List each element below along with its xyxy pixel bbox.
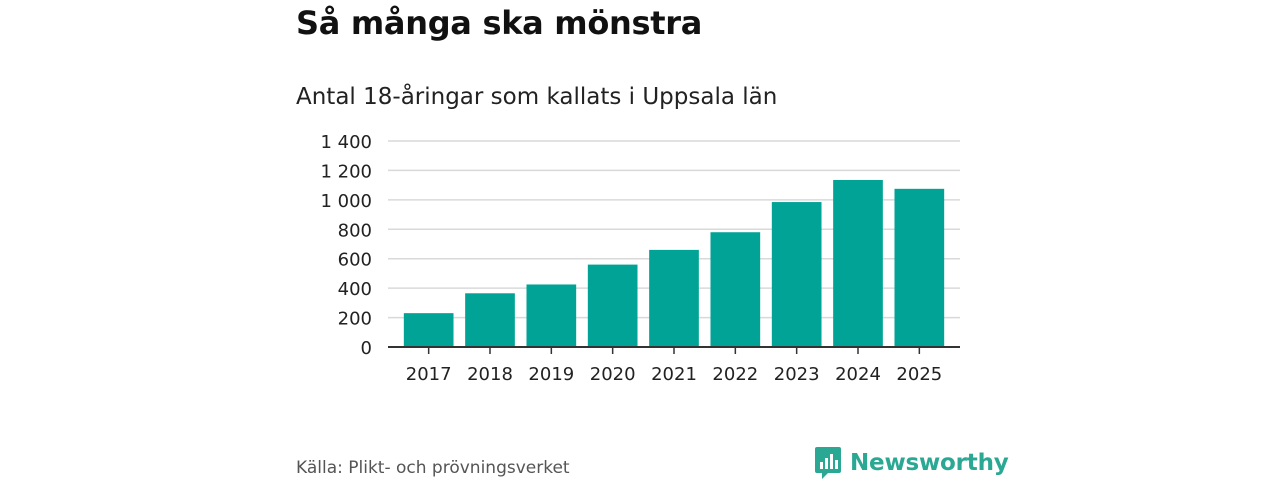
x-tick-label: 2025 (896, 364, 942, 385)
x-tick-label: 2024 (835, 364, 881, 385)
bar-2017 (403, 313, 454, 347)
y-tick-label: 1 000 (320, 191, 372, 212)
y-tick-label: 800 (338, 220, 372, 241)
bar-2022 (710, 232, 761, 347)
bar-2025 (894, 188, 945, 347)
x-tick-label: 2018 (467, 364, 513, 385)
x-tick-label: 2020 (590, 364, 636, 385)
x-tick-label: 2022 (712, 364, 758, 385)
bar-2020 (587, 264, 638, 347)
x-tick-label: 2017 (406, 364, 452, 385)
bar-2024 (833, 179, 883, 347)
y-tick-label: 200 (338, 309, 372, 330)
y-tick-label: 400 (338, 279, 372, 300)
bar-2019 (526, 284, 577, 347)
chart-subtitle: Antal 18-åringar som kallats i Uppsala l… (296, 84, 778, 110)
chart-title: Så många ska mönstra (296, 4, 703, 42)
tick-labels: 0 200 400 600 800 1 000 1 200 1 400 2017 2018 2019… (320, 132, 942, 385)
y-tick-label: 1 200 (320, 161, 372, 182)
bars (403, 179, 945, 347)
axes (388, 346, 960, 354)
brand-logo: Newsworthy (814, 446, 1009, 480)
y-tick-label: 600 (338, 250, 372, 271)
brand-name: Newsworthy (850, 450, 1009, 476)
y-tick-label: 1 400 (320, 132, 372, 153)
bar-2023 (771, 202, 822, 347)
x-tick-label: 2021 (651, 364, 697, 385)
bar-2021 (649, 249, 699, 347)
x-tick-label: 2019 (528, 364, 574, 385)
source-note: Källa: Plikt- och prövningsverket (296, 458, 570, 478)
newsworthy-logo-icon (815, 447, 841, 479)
y-tick-label: 0 (361, 338, 372, 359)
x-tick-label: 2023 (774, 364, 820, 385)
bar-2018 (465, 293, 515, 347)
